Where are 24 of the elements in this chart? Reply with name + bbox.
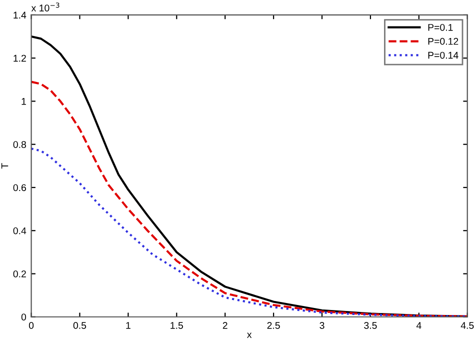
x-tick-label: 2.5: [267, 322, 280, 329]
legend-label: P=0.12: [428, 38, 458, 45]
x-tick-label: 1.5: [170, 322, 183, 329]
x-tick-label: 4.5: [460, 322, 474, 329]
x-tick-label: 3: [320, 322, 324, 329]
y-tick-label: 1: [22, 98, 26, 105]
y-tick-label: 1.2: [14, 54, 26, 62]
y-tick-label: 0.8: [13, 141, 26, 148]
legend-label: P=0.1: [428, 24, 453, 31]
y-tick-label: 0.4: [13, 227, 26, 234]
x-tick-label: 1: [126, 322, 130, 329]
x-axis-title: x: [247, 332, 252, 338]
legend-label: P=0.14: [428, 52, 458, 59]
y-tick-label: 0: [21, 314, 26, 320]
y-axis-title: T: [1, 163, 8, 169]
y-tick-label: 1.4: [14, 12, 26, 18]
y-tick-label: 0.6: [13, 184, 26, 192]
x-tick-label: 3.5: [364, 322, 377, 329]
x-tick-label: 4: [416, 322, 422, 329]
x-tick-label: 0: [28, 322, 34, 329]
x-tick-label: 2: [222, 322, 228, 329]
x-tick-label: 0.5: [73, 322, 86, 329]
y-tick-label: 0.2: [13, 270, 26, 278]
text: x 10$^{−3}$: [31, 2, 60, 12]
